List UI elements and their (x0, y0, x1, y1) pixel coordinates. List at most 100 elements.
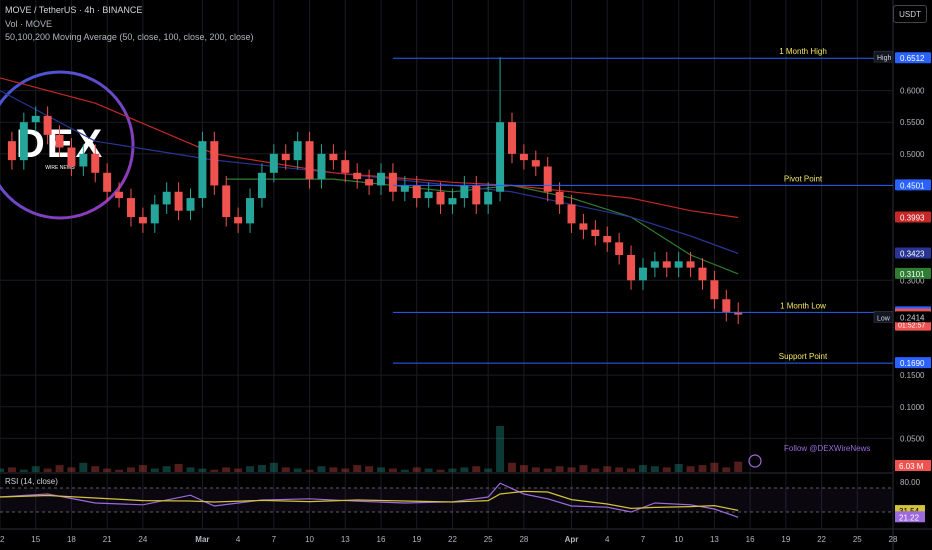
candle-body (67, 147, 76, 167)
volume-bar (460, 467, 469, 472)
price-label-box (895, 267, 931, 279)
candle-body (627, 255, 636, 281)
volume-value-label: 6.03 M (899, 462, 924, 471)
y-axis-tick-label: 0.5000 (900, 150, 925, 159)
candle-body (210, 141, 219, 186)
candle-body (555, 191, 564, 205)
candle-body (484, 191, 493, 205)
x-axis-tick-label: Apr (565, 535, 579, 544)
level-label: Support Point (779, 352, 828, 361)
x-axis-tick-label: 28 (519, 535, 528, 544)
candle-body (79, 153, 88, 167)
volume-bar (531, 467, 540, 472)
candle-body (507, 122, 516, 154)
volume-bar (126, 467, 135, 472)
x-axis-tick-label: 25 (853, 535, 862, 544)
candle-body (496, 122, 505, 192)
candle-body (734, 311, 743, 315)
candle-body (686, 261, 695, 268)
rsi-value: 21.22 (899, 513, 920, 522)
candle-body (698, 267, 707, 281)
volume-bar (674, 463, 683, 472)
level-label: Pivot Point (784, 174, 823, 183)
candle-body (293, 141, 302, 161)
candle-body (341, 160, 350, 173)
currency-button[interactable]: USDT (893, 5, 927, 23)
y-axis-tick-label: 0.5500 (900, 118, 925, 127)
candle-body (103, 172, 112, 192)
x-axis-tick-label: 24 (138, 535, 147, 544)
candle-body (567, 204, 576, 224)
candle-body (222, 185, 231, 218)
volume-bar (186, 467, 195, 472)
volume-bar (615, 467, 624, 472)
volume-bar (162, 466, 171, 472)
volume-bar (246, 466, 255, 472)
level-label: 1 Month High (779, 47, 827, 56)
candle-body (162, 191, 171, 205)
price-label-box (895, 179, 931, 191)
x-axis-tick-label: 10 (305, 535, 314, 544)
volume-bar (603, 466, 612, 472)
volume-bar (484, 468, 493, 472)
volume-bar (591, 468, 600, 472)
volume-bar (103, 468, 112, 472)
volume-bar (507, 462, 516, 472)
volume-bar (662, 467, 671, 472)
volume-bar (150, 468, 159, 472)
candle-body (579, 223, 588, 230)
volume-bar (55, 465, 64, 472)
volume-bar (19, 469, 28, 472)
candle-body (19, 122, 28, 161)
volume-bar (543, 468, 552, 472)
volume-bar (329, 467, 338, 472)
price-tag-text: Low (877, 315, 891, 322)
x-axis-tick-label: 16 (377, 535, 386, 544)
candle-body (198, 141, 207, 199)
x-axis-tick-label: 25 (484, 535, 493, 544)
candle-body (519, 153, 528, 161)
candle-body (257, 172, 266, 199)
candle-body (674, 261, 683, 268)
volume-bar (305, 469, 314, 472)
x-axis-tick-label: 18 (67, 535, 76, 544)
price-tag-box (873, 50, 894, 63)
price-label-box (895, 211, 931, 223)
moving-average-title: 50,100,200 Moving Average (50, close, 10… (5, 32, 254, 42)
volume-bar (281, 467, 290, 472)
price-label-text: 0.6512 (900, 54, 925, 63)
volume-bar (353, 465, 362, 472)
price-label-text: 0.1690 (900, 359, 925, 368)
x-axis-tick-label: 4 (236, 535, 241, 544)
x-axis-tick-label: 10 (674, 535, 683, 544)
volume-bar (43, 468, 52, 472)
ma-line-100 (0, 90, 739, 255)
volume-bar (115, 469, 124, 472)
candle-body (138, 217, 147, 224)
candle-body (269, 153, 278, 173)
volume-indicator-title: Vol · MOVE (5, 19, 53, 29)
candle-body (472, 185, 481, 205)
volume-bar (519, 465, 528, 472)
volume-bar (365, 466, 374, 472)
volume-bar (234, 468, 243, 472)
price-label-text: 0.3993 (900, 214, 925, 223)
candle-body (305, 141, 314, 180)
candle-body (662, 261, 671, 268)
candle-body (91, 153, 100, 173)
price-label-box (895, 357, 931, 369)
candle-body (246, 198, 255, 224)
x-axis-tick-label: 19 (412, 535, 421, 544)
candle-body (650, 261, 659, 268)
candle-body (722, 299, 731, 312)
x-axis-tick-label: 7 (641, 535, 646, 544)
volume-bar (377, 467, 386, 472)
volume-bar (567, 467, 576, 472)
candle-body (174, 191, 183, 211)
ma-line-200 (0, 77, 739, 219)
rsi-value-box (895, 511, 925, 523)
x-axis-tick-label: 19 (781, 535, 790, 544)
x-axis-tick-label: 13 (710, 535, 719, 544)
